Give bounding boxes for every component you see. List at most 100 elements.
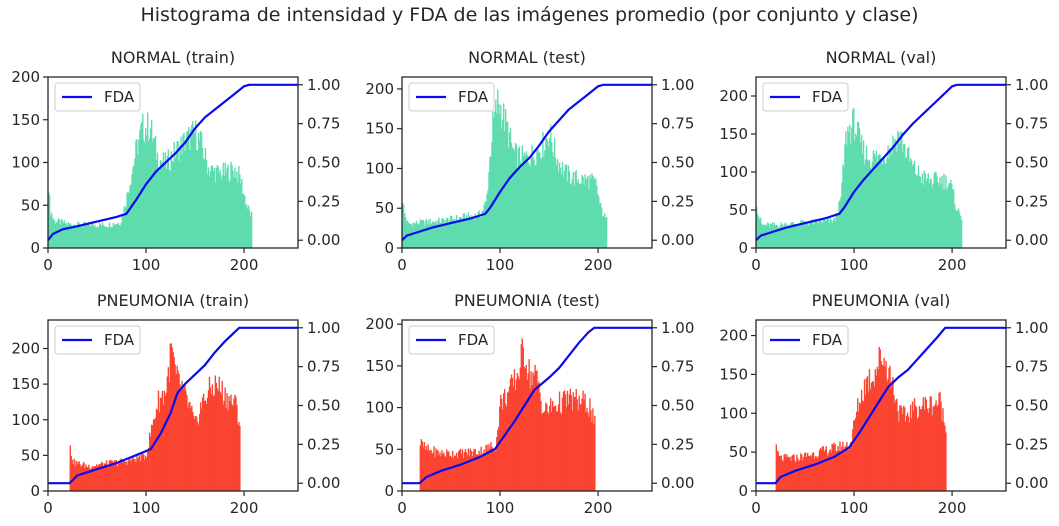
histogram-bar xyxy=(588,189,590,248)
histogram-bar xyxy=(179,144,181,248)
histogram-bar xyxy=(214,375,217,491)
y-tick-label: 200 xyxy=(11,68,40,86)
histogram-bar xyxy=(897,131,899,248)
histogram-bar xyxy=(232,405,234,491)
histogram-bar xyxy=(56,221,59,248)
histogram-bar xyxy=(516,372,519,491)
histogram-bar xyxy=(939,391,941,491)
histogram-bar xyxy=(130,461,132,491)
histogram-bar xyxy=(571,179,573,248)
histogram-bar xyxy=(900,405,902,491)
histogram-bar xyxy=(847,126,849,248)
histogram-bar xyxy=(203,400,206,491)
histogram-bar xyxy=(552,156,555,248)
histogram-bar xyxy=(480,217,482,248)
histogram-bar xyxy=(580,404,582,491)
histogram-bar xyxy=(471,455,473,491)
histogram-bar xyxy=(925,180,927,248)
histogram-bar xyxy=(867,161,870,248)
histogram-bar xyxy=(542,131,544,248)
histogram-bar xyxy=(167,149,169,248)
histogram-bar xyxy=(90,468,92,491)
cdf-line xyxy=(756,326,1006,485)
y2-tick-label: 1.00 xyxy=(661,76,694,94)
cdf-line xyxy=(401,83,652,242)
histogram-bar xyxy=(923,409,926,491)
histogram-bar xyxy=(198,140,201,248)
histogram-bar xyxy=(204,400,207,491)
histogram-bar xyxy=(780,222,782,248)
histogram-bar xyxy=(878,346,880,491)
histogram-bar xyxy=(863,379,866,491)
histogram-bar xyxy=(459,448,462,491)
histogram-bar xyxy=(223,400,225,491)
histogram-bar xyxy=(239,425,241,491)
histogram-bar xyxy=(544,150,546,248)
histogram-bar xyxy=(808,223,811,248)
histogram-bar xyxy=(800,453,802,491)
histogram-bar xyxy=(582,390,584,491)
histogram-bar xyxy=(49,215,52,248)
histogram-bar xyxy=(172,162,174,248)
histogram-bar xyxy=(943,422,945,491)
histogram-bar xyxy=(840,196,842,248)
histogram-bar xyxy=(132,455,134,491)
histogram-bar xyxy=(901,407,903,491)
histogram-bar xyxy=(433,222,435,248)
histogram-bar xyxy=(475,216,477,248)
histogram-bar xyxy=(129,185,131,248)
histogram-bar xyxy=(471,216,473,248)
histogram-bar xyxy=(882,158,884,248)
histogram-bar xyxy=(439,222,441,248)
histogram-bar xyxy=(913,398,916,491)
histogram-bar xyxy=(602,216,604,248)
histogram-bar xyxy=(442,454,444,491)
histogram-bar xyxy=(567,165,570,248)
histogram-bar xyxy=(192,411,194,491)
histogram-bar xyxy=(502,103,505,248)
histogram-bar xyxy=(517,148,520,248)
histogram-bar xyxy=(210,394,213,491)
histogram-bar xyxy=(943,173,945,248)
histogram-bar xyxy=(456,458,459,491)
histogram-bar xyxy=(905,421,907,491)
histogram-bar xyxy=(148,141,150,248)
histogram-bar xyxy=(794,460,796,491)
histogram-bar xyxy=(591,173,593,248)
histogram-bar xyxy=(184,383,186,491)
histogram-bar xyxy=(870,382,873,491)
histogram-bar xyxy=(832,444,834,491)
histogram-bar xyxy=(484,453,486,491)
legend: FDA xyxy=(408,325,495,355)
histogram-bar xyxy=(915,176,918,248)
histogram-bar xyxy=(857,411,860,491)
histogram-bar xyxy=(926,178,928,248)
histogram-bar xyxy=(406,220,409,248)
histogram-bar xyxy=(557,404,560,491)
histogram-bars xyxy=(756,107,963,248)
histogram-bar xyxy=(490,156,492,248)
histogram-bar xyxy=(806,223,808,248)
histogram-bar xyxy=(75,226,77,248)
histogram-bar xyxy=(424,221,426,248)
histogram-bar xyxy=(854,140,856,248)
histogram-bar xyxy=(806,453,809,491)
histogram-bar xyxy=(817,456,820,491)
histogram-bar xyxy=(942,189,944,248)
histogram-bar xyxy=(139,129,141,248)
histogram-bar xyxy=(566,181,569,248)
histogram-bar xyxy=(896,398,898,491)
histogram-bar xyxy=(432,452,434,491)
histogram-bar xyxy=(516,167,519,248)
histogram-bar xyxy=(511,377,514,491)
histogram-bar xyxy=(799,223,801,248)
histogram-bar xyxy=(421,219,423,248)
panel-title: NORMAL (val) xyxy=(826,48,937,67)
histogram-bar xyxy=(210,165,213,248)
histogram-bar xyxy=(916,419,919,491)
histogram-bar xyxy=(564,394,567,491)
y-tick-label: 150 xyxy=(11,111,40,129)
x-tick-label: 200 xyxy=(230,256,259,274)
histogram-bar xyxy=(563,390,566,491)
histogram-bar xyxy=(456,220,459,248)
